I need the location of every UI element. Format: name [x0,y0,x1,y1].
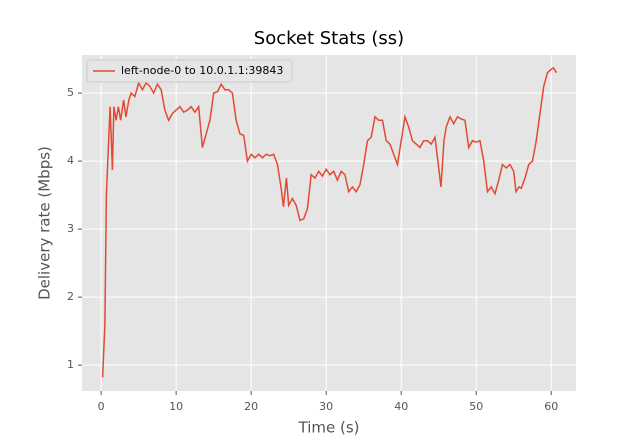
x-tick-label: 30 [319,400,333,413]
y-tick-label: 2 [67,290,74,303]
y-tick-label: 3 [67,222,74,235]
y-tick-label: 1 [67,358,74,371]
x-tick-label: 50 [469,400,483,413]
x-tick-label: 20 [244,400,258,413]
y-tick-label: 4 [67,154,74,167]
plot-area [82,55,576,391]
x-tick-label: 40 [394,400,408,413]
x-axis-label: Time (s) [298,419,360,437]
x-tick-label: 0 [98,400,105,413]
x-tick-label: 10 [169,400,183,413]
legend-box [86,59,293,83]
chart-title: Socket Stats (ss) [254,28,404,49]
x-tick-label: 60 [544,400,558,413]
y-tick-label: 5 [67,86,74,99]
legend-label: left-node-0 to 10.0.1.1:39843 [121,64,283,77]
data-line [101,66,558,378]
y-axis-label: Delivery rate (Mbps) [36,146,54,300]
